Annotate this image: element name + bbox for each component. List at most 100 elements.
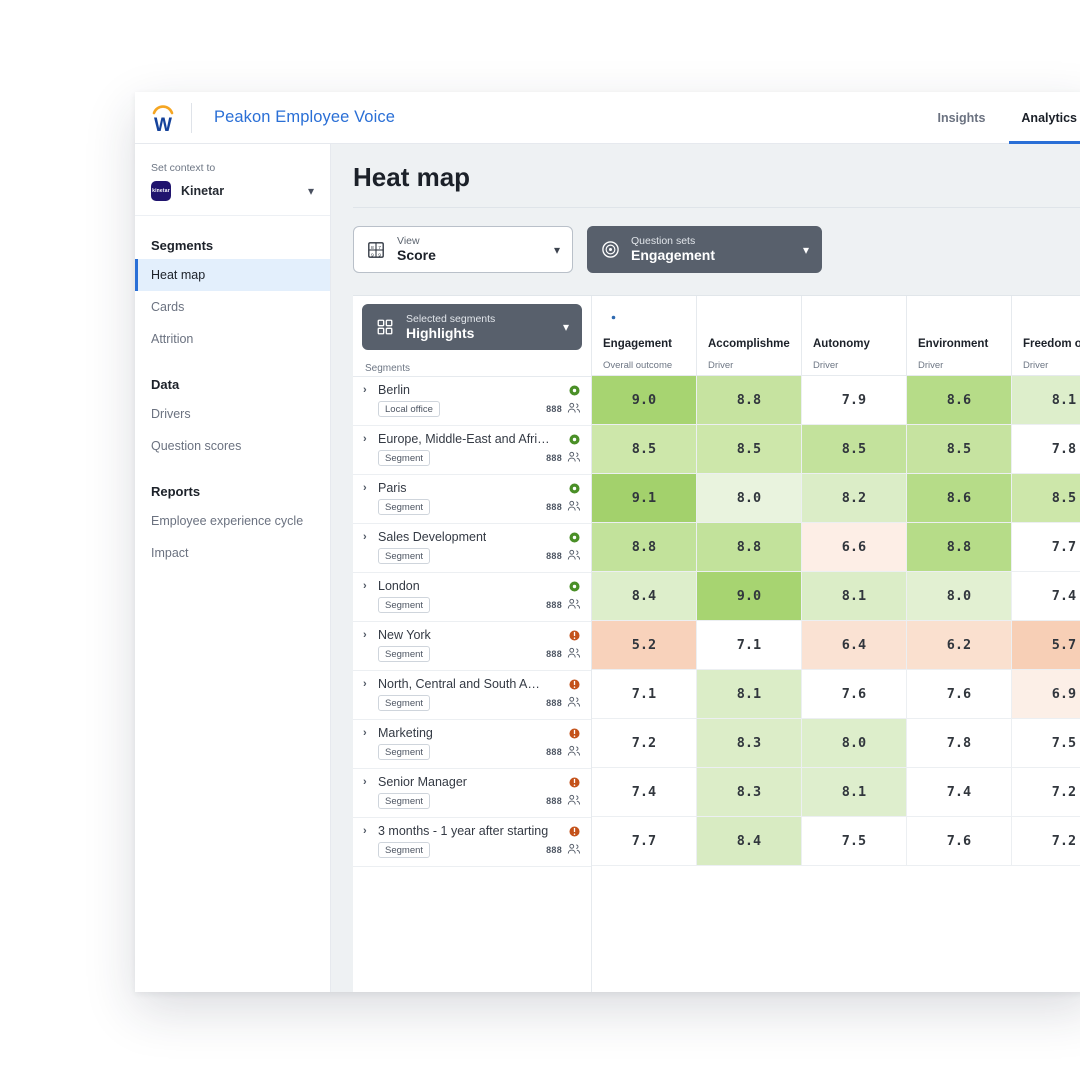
chevron-right-icon[interactable]: › [363,531,367,543]
sidebar-section-segments: Segments [151,238,214,253]
question-sets-dropdown[interactable]: Question sets Engagement ▾ [587,226,822,273]
heat-map-cell[interactable]: 8.5 [1012,474,1080,522]
tab-insights[interactable]: Insights [937,110,986,125]
chevron-right-icon[interactable]: › [363,433,367,445]
heat-map-cell[interactable]: 8.5 [907,425,1012,473]
segment-row[interactable]: › Europe, Middle-East and Africa Segment 88… [353,426,591,475]
heat-map-cell[interactable]: 8.8 [592,523,697,571]
segment-row[interactable]: › Sales Development Segment 888 [353,524,591,573]
people-icon [567,696,581,710]
heat-map-cell[interactable]: 7.4 [907,768,1012,816]
heat-map-cell[interactable]: 8.8 [697,523,802,571]
heat-map-cell[interactable]: 7.8 [907,719,1012,767]
column-header-accomplishment[interactable]: Accomplishment [697,296,802,356]
segment-row[interactable]: › Marketing Segment 888 [353,720,591,769]
heat-map-cell[interactable]: 7.4 [1012,572,1080,620]
heat-map-cell[interactable]: 8.5 [697,425,802,473]
heat-map-cell[interactable]: 8.2 [802,474,907,522]
heat-map-cell[interactable]: 8.8 [697,376,802,424]
people-icon [567,794,581,808]
heat-map-cell[interactable]: 8.3 [697,719,802,767]
chevron-down-icon[interactable]: ▾ [553,242,560,257]
count-value: 888 [546,551,562,561]
workday-logo[interactable]: W [135,102,191,134]
segment-row[interactable]: › Paris Segment 888 [353,475,591,524]
segment-row[interactable]: › New York Segment 888 [353,622,591,671]
heat-map-cell[interactable]: 9.0 [697,572,802,620]
chevron-right-icon[interactable]: › [363,629,367,641]
heat-map-cell[interactable]: 7.8 [1012,425,1080,473]
column-header-engagement[interactable]: Engagement [592,296,697,356]
segment-row[interactable]: › London Segment 888 [353,573,591,622]
chevron-right-icon[interactable]: › [363,678,367,690]
heat-map-cell[interactable]: 7.9 [802,376,907,424]
heat-map-cell[interactable]: 8.5 [592,425,697,473]
heat-map-cell[interactable]: 7.6 [907,817,1012,865]
sidebar-item-heat-map[interactable]: Heat map [135,259,330,291]
heat-map-cell[interactable]: 7.6 [907,670,1012,718]
heat-map-cell[interactable]: 8.6 [907,376,1012,424]
heat-map-cell[interactable]: 8.1 [802,572,907,620]
chevron-down-icon[interactable]: ▾ [802,242,809,257]
chevron-right-icon[interactable]: › [363,384,367,396]
segment-row[interactable]: › North, Central and South Ame... Segment 8… [353,671,591,720]
sidebar-item-cards[interactable]: Cards [151,300,185,314]
selected-segments-dropdown[interactable]: Selected segments Highlights ▾ [362,304,582,350]
context-row[interactable]: kinetar Kinetar ▾ [151,181,314,201]
heat-map-cell[interactable]: 6.6 [802,523,907,571]
context-label: Set context to [151,162,216,174]
heat-map-cell[interactable]: 5.2 [592,621,697,669]
heat-map-cell[interactable]: 7.1 [592,670,697,718]
heat-map-cell[interactable]: 6.9 [1012,670,1080,718]
view-dropdown[interactable]: 8 7 9 9 View Score ▾ [353,226,573,273]
heat-map-cell[interactable]: 7.1 [697,621,802,669]
heat-map-cell[interactable]: 7.7 [1012,523,1080,571]
segment-row[interactable]: › Senior Manager Segment 888 [353,769,591,818]
column-header-environment[interactable]: Environment [907,296,1012,356]
heat-map-cell[interactable]: 9.0 [592,376,697,424]
segment-row[interactable]: › 3 months - 1 year after starting Segment… [353,818,591,867]
heat-map-cell[interactable]: 7.7 [592,817,697,865]
sidebar-item-question-scores[interactable]: Question scores [151,439,242,453]
chevron-down-icon[interactable]: ▾ [307,184,314,198]
tab-analytics[interactable]: Analytics [1003,92,1080,144]
heat-map-cell[interactable]: 8.3 [697,768,802,816]
heat-map-cell[interactable]: 8.4 [697,817,802,865]
sidebar-item-attrition[interactable]: Attrition [151,332,194,346]
context-selector[interactable]: Set context to kinetar Kinetar ▾ [135,154,330,216]
heat-map-cell[interactable]: 8.8 [907,523,1012,571]
heat-map-cell[interactable]: 9.1 [592,474,697,522]
sidebar-item-impact[interactable]: Impact [151,546,189,560]
sidebar-item-drivers[interactable]: Drivers [151,407,191,421]
heat-map-cell[interactable]: 5.7 [1012,621,1080,669]
heat-map-cell[interactable]: 8.0 [697,474,802,522]
chevron-right-icon[interactable]: › [363,825,367,837]
heat-map-cell[interactable]: 7.5 [1012,719,1080,767]
column-header-freedom-of-opinions[interactable]: Freedom of opinions [1012,296,1080,356]
heat-map-cell[interactable]: 7.4 [592,768,697,816]
chevron-right-icon[interactable]: › [363,482,367,494]
heat-map-cell[interactable]: 7.6 [802,670,907,718]
segment-row-top: › Senior Manager [363,775,581,789]
heat-map-cell[interactable]: 8.0 [907,572,1012,620]
heat-map-cell[interactable]: 6.2 [907,621,1012,669]
heat-map-cell[interactable]: 8.0 [802,719,907,767]
chevron-right-icon[interactable]: › [363,776,367,788]
heat-map-cell[interactable]: 7.2 [1012,817,1080,865]
column-header-autonomy[interactable]: Autonomy [802,296,907,356]
heat-map-cell[interactable]: 8.1 [1012,376,1080,424]
chevron-right-icon[interactable]: › [363,580,367,592]
heat-map-cell[interactable]: 8.1 [802,768,907,816]
heat-map-cell[interactable]: 8.5 [802,425,907,473]
heat-map-cell[interactable]: 7.2 [592,719,697,767]
heat-map-cell[interactable]: 7.2 [1012,768,1080,816]
segment-row[interactable]: › Berlin Local office 888 [353,377,591,426]
chevron-down-icon[interactable]: ▾ [562,320,569,334]
heat-map-cell[interactable]: 6.4 [802,621,907,669]
heat-map-cell[interactable]: 8.6 [907,474,1012,522]
chevron-right-icon[interactable]: › [363,727,367,739]
heat-map-cell[interactable]: 8.1 [697,670,802,718]
sidebar-item-employee-experience-cycle[interactable]: Employee experience cycle [151,514,304,528]
heat-map-cell[interactable]: 8.4 [592,572,697,620]
heat-map-cell[interactable]: 7.5 [802,817,907,865]
